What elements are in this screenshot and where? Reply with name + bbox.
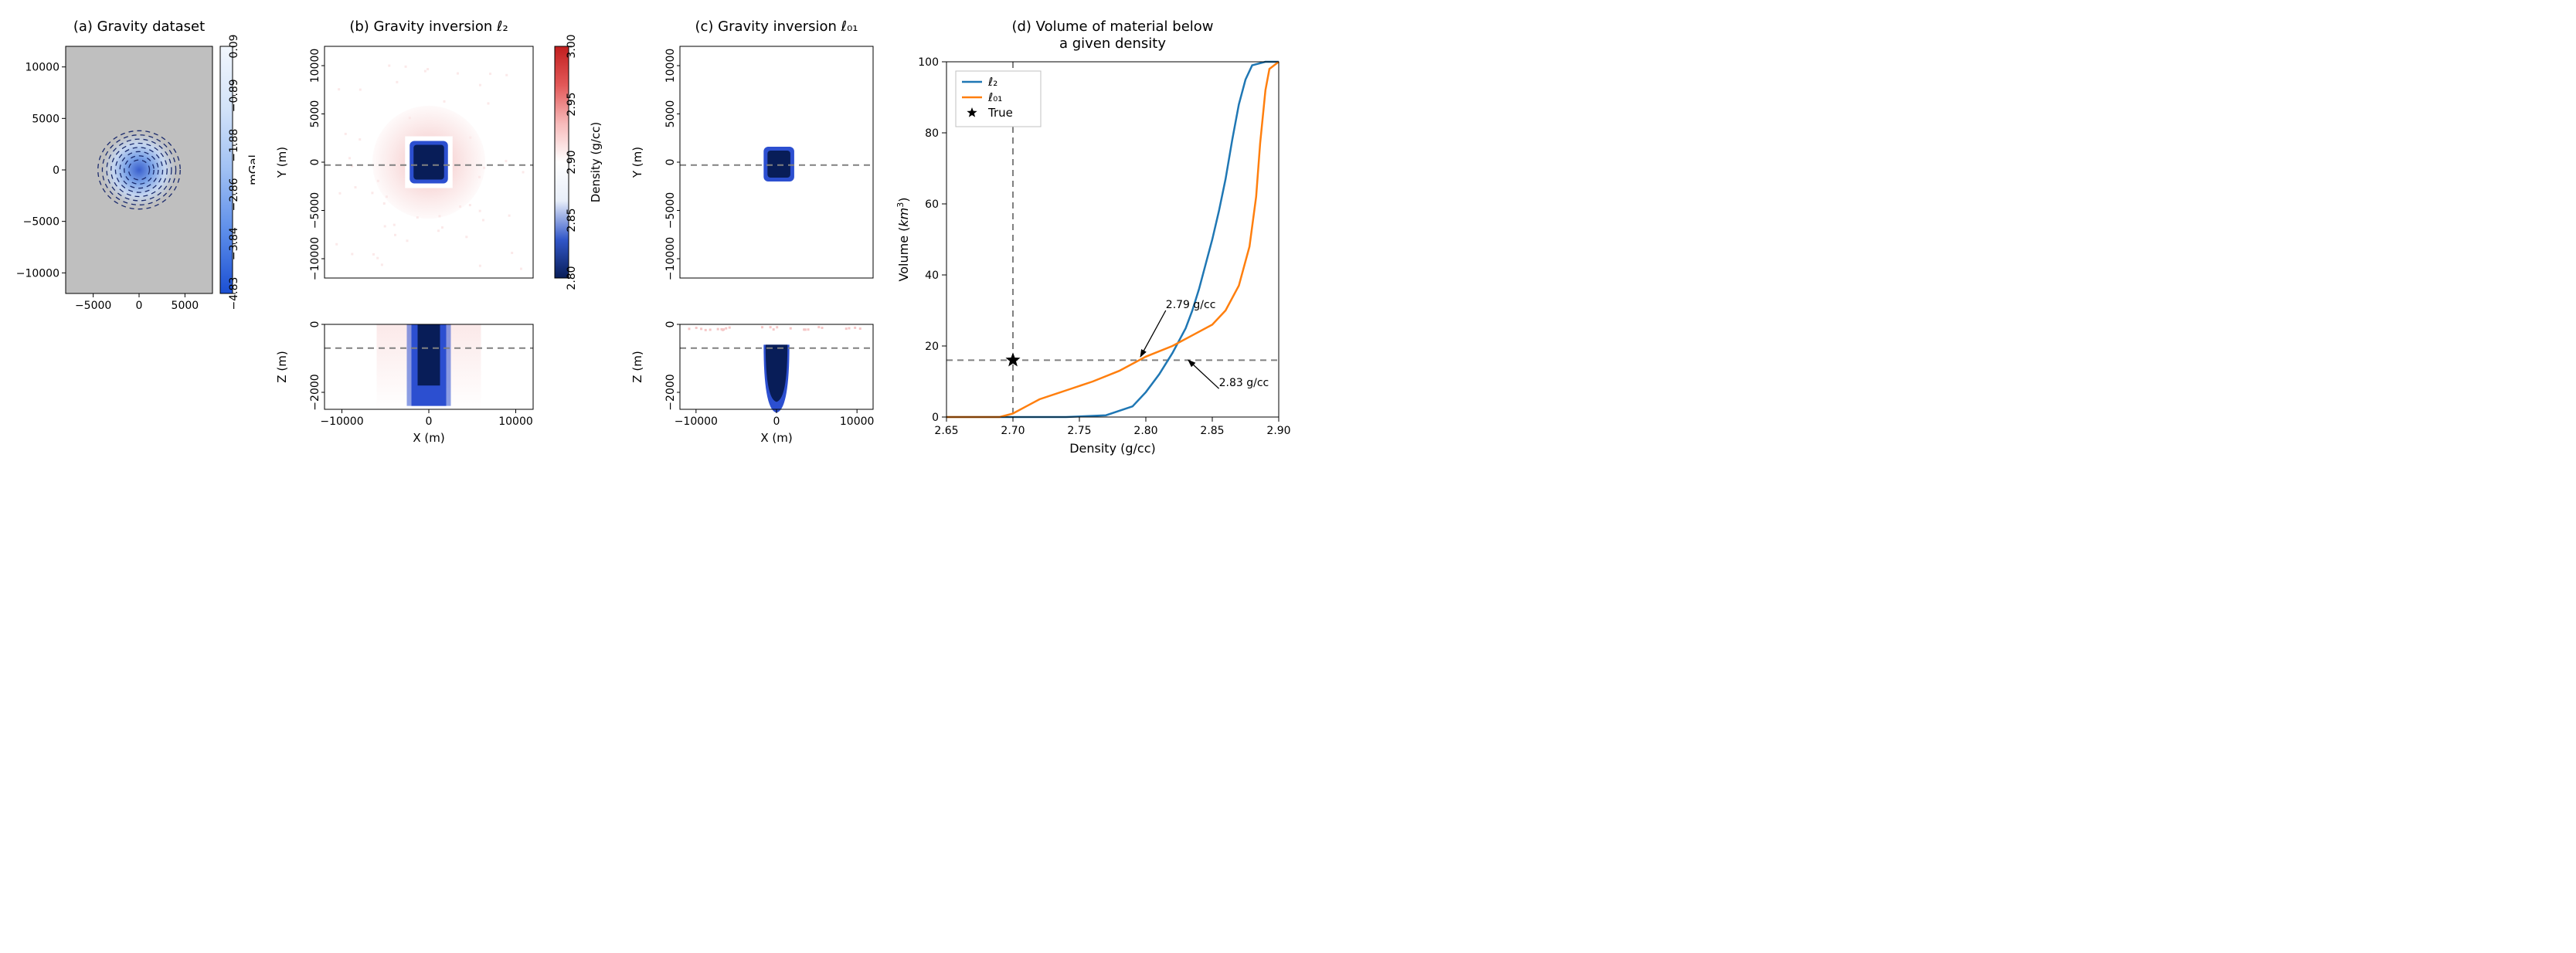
panel-d-group: (d) Volume of material belowa given dens… [889,15,1290,463]
panel-title: (c) Gravity inversion ℓ₀₁ [695,19,858,35]
legend-label: ℓ₀₁ [987,90,1002,104]
zlabel: Z (m) [275,351,289,382]
panel-a-svg: (a) Gravity dataset −5000 0 5000 −10000 −5000… [15,15,255,324]
ytick: 0 [932,412,939,424]
panel-c-group: (c) Gravity inversion ℓ₀₁ −10000 −5000 0 500… [618,15,881,463]
ztick: 0 [664,321,677,328]
ztick: 0 [309,321,321,328]
xtick: 0 [136,300,143,312]
ytick: 0 [309,159,321,166]
xtick: 2.65 [934,425,958,437]
cbar-tick: 2.85 [566,208,578,232]
cbar-a-tick: −0.89 [228,79,240,112]
xtick: 0 [773,415,780,428]
legend-label: ℓ₂ [987,75,997,89]
xtick: −5000 [75,300,111,312]
ytick: 0 [664,159,677,166]
legend-label: True [987,106,1013,120]
panel-title: (b) Gravity inversion ℓ₂ [349,19,508,35]
xtick: 2.70 [1001,425,1025,437]
xtick: −10000 [675,415,718,428]
ytick: 10000 [25,62,59,74]
ytick: −10000 [664,237,677,280]
xtick: −10000 [320,415,363,428]
panel-d-svg: (d) Volume of material belowa given dens… [889,15,1290,463]
figure-row: (a) Gravity dataset −5000 0 5000 −10000 −5000… [15,15,2561,463]
ytick: −10000 [309,237,321,280]
annotation-text: 2.79 g/cc [1166,299,1216,311]
ytick: 5000 [664,100,677,128]
panel-b-svg: (b) Gravity inversion ℓ₂ −10000 −5000 0 5000… [263,15,541,463]
panel-a-title: (a) Gravity dataset [73,19,205,35]
annotation-text: 2.83 g/cc [1219,377,1269,389]
ytick: 5000 [309,100,321,128]
xtick: 2.80 [1133,425,1157,437]
xlabel: Density (g/cc) [1069,441,1156,456]
ytick: 10000 [664,49,677,83]
ztick: −2000 [309,374,321,410]
panel-d-title2: a given density [1059,36,1166,52]
panel-c-svg: (c) Gravity inversion ℓ₀₁ −10000 −5000 0 500… [618,15,881,463]
xlabel: X (m) [760,431,792,445]
ytick: 20 [925,341,939,353]
cbar-label: Density (g/cc) [589,122,603,203]
ylabel: Volume (km3) [895,198,912,282]
cbar-tick: 2.90 [566,150,578,174]
cbar-a-tick: −3.84 [228,227,240,260]
cbar-a-tick: −2.86 [228,178,240,211]
cbar-tick: 2.80 [566,266,578,290]
anomaly-blob [102,133,176,207]
ztick: −2000 [664,374,677,410]
ytick: 40 [925,270,939,282]
xtick: 5000 [172,300,199,312]
panel-a-group: (a) Gravity dataset −5000 0 5000 −10000 −5000… [15,15,255,324]
ytick: 60 [925,198,939,211]
ytick: 100 [918,56,939,69]
core-deep [413,145,444,180]
panel-d-title1: (d) Volume of material below [1011,19,1213,35]
ytick: −5000 [664,192,677,229]
zlabel: Z (m) [630,351,644,382]
cbar-tick: 3.00 [566,34,578,58]
xtick: 10000 [840,415,875,428]
ylabel: Y (m) [630,147,644,178]
xtick: 0 [426,415,433,428]
xtick: 2.85 [1200,425,1224,437]
xtick: 2.75 [1067,425,1091,437]
cbar-a-tick: −4.83 [228,277,240,310]
panel-b-group: (b) Gravity inversion ℓ₂ −10000 −5000 0 5000… [263,15,541,463]
ytick: −5000 [23,216,59,229]
ytick: 0 [53,164,59,177]
xtick: 2.90 [1266,425,1290,437]
cbar-a-tick: 0.09 [228,34,240,58]
cbar-a-label: mGal [246,154,255,185]
ytick: 80 [925,127,939,140]
ytick: 5000 [32,113,59,125]
ylabel: Y (m) [275,147,289,178]
xtick: 10000 [498,415,533,428]
cbar-a-tick: −1.88 [228,129,240,162]
xlabel: X (m) [413,431,444,445]
density-colorbar: 2.80 2.85 2.90 2.95 3.00 Density (g/cc) [549,15,610,324]
ytick: −10000 [16,267,59,280]
ytick: −5000 [309,192,321,229]
core-deep [767,151,790,178]
ytick: 10000 [309,49,321,83]
cbar-tick: 2.95 [566,92,578,116]
